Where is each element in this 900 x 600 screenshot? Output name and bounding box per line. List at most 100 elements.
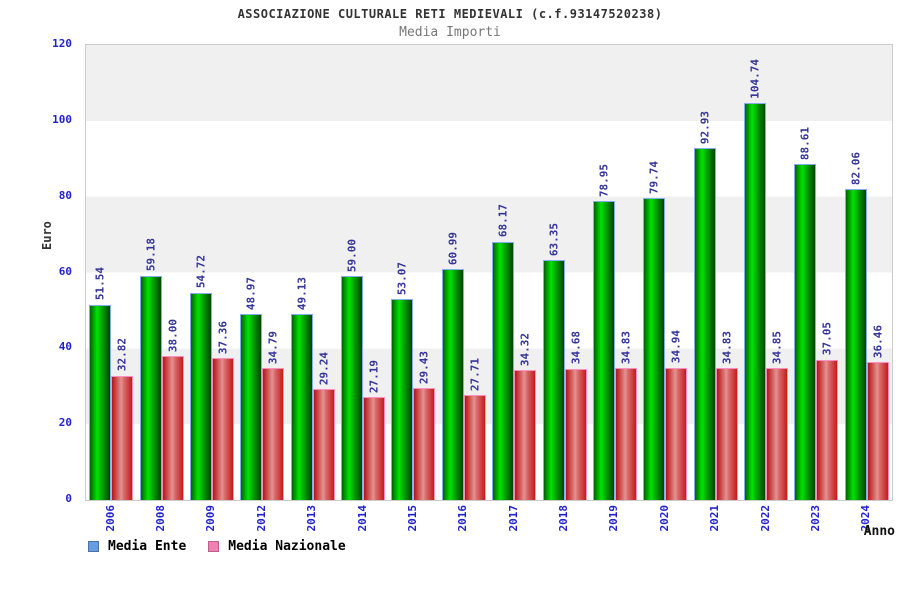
x-tick-cell: 2015 <box>387 505 437 547</box>
bar-group-2023: 88.61 37.05 <box>791 45 841 500</box>
bar-value-label: 59.00 <box>345 239 359 273</box>
bar-value-label: 53.07 <box>395 261 409 295</box>
bar-column: 92.93 <box>693 45 716 500</box>
bar-column: 34.32 <box>514 45 537 500</box>
y-tick-label: 40 <box>58 340 72 354</box>
bar-column: 54.72 <box>189 45 212 500</box>
bar-group-2014: 59.00 27.19 <box>338 45 388 500</box>
bar-value-label: 34.68 <box>569 331 583 365</box>
bar-media-ente-2021 <box>693 147 716 500</box>
bar-media-ente-2014 <box>341 276 364 500</box>
bar-column: 36.46 <box>866 45 889 500</box>
bar-group-2009: 54.72 37.36 <box>187 45 237 500</box>
bar-group-2016: 60.99 27.71 <box>439 45 489 500</box>
bar-media-ente-2013 <box>290 313 313 500</box>
x-tick-cell: 2022 <box>740 505 790 547</box>
bar-group-2022: 104.74 34.85 <box>741 45 791 500</box>
bar-value-label: 34.83 <box>720 330 734 364</box>
x-tick-label: 2014 <box>355 505 369 532</box>
bar-media-nazionale-2023 <box>816 359 839 500</box>
bar-media-ente-2009 <box>189 292 212 500</box>
bar-value-label: 79.74 <box>647 160 661 194</box>
bar-column: 79.74 <box>643 45 666 500</box>
bar-column: 37.36 <box>211 45 234 500</box>
bar-value-label: 27.19 <box>367 359 381 393</box>
x-axis-label: Anno <box>863 524 895 539</box>
bar-column: 78.95 <box>592 45 615 500</box>
y-tick-label: 60 <box>58 264 72 278</box>
bar-value-label: 92.93 <box>698 110 712 144</box>
chart-title: ASSOCIAZIONE CULTURALE RETI MEDIEVALI (c… <box>237 7 663 21</box>
legend: Media Ente Media Nazionale <box>88 539 346 554</box>
bar-media-nazionale-2022 <box>766 367 789 500</box>
bar-media-nazionale-2008 <box>161 355 184 500</box>
x-tick-cell: 2018 <box>538 505 588 547</box>
bar-group-2019: 78.95 34.83 <box>590 45 640 500</box>
bar-column: 53.07 <box>391 45 414 500</box>
x-tick-label: 2013 <box>305 505 319 532</box>
bar-column: 34.83 <box>715 45 738 500</box>
bar-media-ente-2006 <box>89 304 112 500</box>
bar-value-label: 37.05 <box>820 322 834 356</box>
bar-media-nazionale-2014 <box>363 396 386 500</box>
bar-media-nazionale-2021 <box>715 367 738 500</box>
bar-value-label: 63.35 <box>547 222 561 256</box>
bar-value-label: 29.43 <box>417 351 431 385</box>
x-tick-label: 2017 <box>506 505 520 532</box>
bar-value-label: 82.06 <box>849 151 863 185</box>
bar-group-2017: 68.17 34.32 <box>489 45 539 500</box>
bar-value-label: 60.99 <box>446 231 460 265</box>
bar-group-2013: 49.13 29.24 <box>288 45 338 500</box>
bar-media-nazionale-2019 <box>614 367 637 500</box>
x-tick-cell: 2023 <box>790 505 840 547</box>
bar-media-ente-2023 <box>794 164 817 500</box>
bar-value-label: 29.24 <box>317 352 331 386</box>
bar-series-container: 51.54 32.82 59.18 38.00 54.72 37.36 48.97 34.79… <box>86 45 892 500</box>
bar-value-label: 49.13 <box>295 276 309 310</box>
x-tick-cell: 2021 <box>690 505 740 547</box>
bar-value-label: 48.97 <box>244 277 258 311</box>
legend-swatch-media-ente <box>88 541 99 552</box>
legend-swatch-media-nazionale <box>208 541 220 552</box>
bar-group-2024: 82.06 36.46 <box>842 45 892 500</box>
bar-media-nazionale-2024 <box>866 361 889 500</box>
x-tick-label: 2018 <box>557 505 571 532</box>
bar-column: 104.74 <box>744 45 767 500</box>
y-tick-label: 120 <box>52 37 72 50</box>
bar-column: 27.19 <box>363 45 386 500</box>
x-tick-label: 2023 <box>808 505 822 532</box>
bar-group-2008: 59.18 38.00 <box>136 45 186 500</box>
bar-media-nazionale-2006 <box>111 375 134 500</box>
bar-value-label: 38.00 <box>166 318 180 352</box>
x-tick-label: 2019 <box>607 505 621 532</box>
bar-media-ente-2012 <box>240 314 263 500</box>
bar-value-label: 51.54 <box>93 267 107 301</box>
bar-media-ente-2019 <box>592 200 615 500</box>
x-tick-label: 2022 <box>758 505 772 532</box>
bar-media-ente-2015 <box>391 298 414 500</box>
bar-media-ente-2008 <box>139 275 162 500</box>
bar-value-label: 68.17 <box>496 204 510 238</box>
bar-group-2015: 53.07 29.43 <box>388 45 438 500</box>
bar-column: 34.79 <box>262 45 285 500</box>
bar-media-nazionale-2017 <box>514 369 537 500</box>
bar-column: 34.85 <box>766 45 789 500</box>
x-tick-cell: 2019 <box>589 505 639 547</box>
bar-value-label: 27.71 <box>468 357 482 391</box>
bar-column: 34.94 <box>665 45 688 500</box>
chart-subtitle: Media Importi <box>399 25 501 40</box>
bar-media-ente-2022 <box>744 102 767 500</box>
bar-value-label: 59.18 <box>144 238 158 272</box>
x-tick-label: 2015 <box>405 505 419 532</box>
y-tick-label: 100 <box>52 112 72 126</box>
x-tick-cell: 2016 <box>438 505 488 547</box>
bar-column: 38.00 <box>161 45 184 500</box>
bar-column: 59.00 <box>341 45 364 500</box>
bar-value-label: 34.94 <box>669 330 683 364</box>
y-tick-label: 0 <box>65 492 72 505</box>
bar-media-nazionale-2013 <box>312 389 335 500</box>
bar-media-ente-2016 <box>441 268 464 500</box>
bar-media-nazionale-2018 <box>564 368 587 500</box>
bar-media-nazionale-2015 <box>413 388 436 500</box>
bar-value-label: 88.61 <box>798 126 812 161</box>
